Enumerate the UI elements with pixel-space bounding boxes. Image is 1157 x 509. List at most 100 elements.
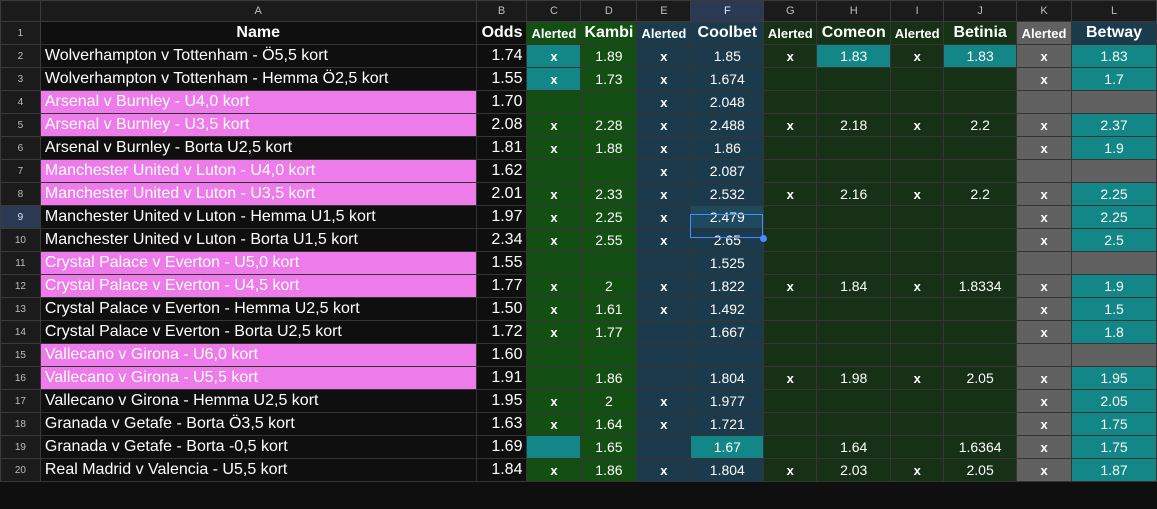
alerted-cell-c[interactable]: x — [526, 67, 582, 91]
odds-cell[interactable]: 1.55 — [475, 67, 528, 91]
name-cell[interactable]: Crystal Palace v Everton - U4,5 kort — [39, 274, 477, 298]
alerted-cell-g[interactable]: x — [763, 182, 818, 206]
alerted-cell-e[interactable]: x — [636, 44, 692, 68]
column-header-j[interactable]: J — [943, 0, 1018, 22]
bookmaker-odds-cell-f[interactable]: 1.977 — [690, 389, 765, 413]
name-cell[interactable]: Arsenal v Burnley - U3,5 kort — [39, 113, 477, 137]
alerted-cell-e[interactable]: x — [636, 274, 692, 298]
bookmaker-odds-cell-d[interactable]: 1.88 — [580, 136, 638, 160]
bookmaker-odds-cell-f[interactable]: 2.087 — [690, 159, 765, 183]
row-number[interactable]: 4 — [0, 90, 41, 114]
row-number[interactable]: 13 — [0, 297, 41, 321]
alerted-cell-e[interactable]: x — [636, 297, 692, 321]
bookmaker-odds-cell-l[interactable] — [1071, 159, 1157, 183]
odds-cell[interactable]: 1.60 — [475, 343, 528, 367]
alerted-cell-e[interactable]: x — [636, 136, 692, 160]
bookmaker-odds-cell-h[interactable] — [816, 251, 892, 275]
alerted-cell-g[interactable] — [763, 67, 818, 91]
alerted-cell-k[interactable]: x — [1016, 412, 1073, 436]
alerted-cell-k[interactable] — [1016, 90, 1073, 114]
column-header-g[interactable]: G — [763, 0, 818, 22]
bookmaker-odds-cell-h[interactable] — [816, 297, 892, 321]
bookmaker-odds-cell-j[interactable] — [943, 228, 1018, 252]
alerted-cell-i[interactable] — [890, 67, 945, 91]
name-cell[interactable]: Manchester United v Luton - Borta U1,5 k… — [39, 228, 477, 252]
name-cell[interactable]: Wolverhampton v Tottenham - Ö5,5 kort — [39, 44, 477, 68]
bookmaker-odds-cell-f[interactable]: 1.492 — [690, 297, 765, 321]
alerted-cell-c[interactable]: x — [526, 113, 582, 137]
alerted-cell-g[interactable] — [763, 205, 818, 229]
bookmaker-odds-cell-h[interactable]: 2.03 — [816, 458, 892, 482]
alerted-cell-e[interactable]: x — [636, 113, 692, 137]
bookmaker-odds-cell-d[interactable]: 1.73 — [580, 67, 638, 91]
bookmaker-odds-cell-l[interactable] — [1071, 251, 1157, 275]
bookmaker-odds-cell-f[interactable]: 2.048 — [690, 90, 765, 114]
bookmaker-odds-cell-j[interactable]: 1.8334 — [943, 274, 1018, 298]
alerted-cell-k[interactable]: x — [1016, 136, 1073, 160]
alerted-cell-c[interactable]: x — [526, 297, 582, 321]
column-header-d[interactable]: D — [580, 0, 638, 22]
bookmaker-odds-cell-d[interactable]: 2 — [580, 274, 638, 298]
column-header-f[interactable]: F — [690, 0, 765, 22]
select-all-corner[interactable] — [0, 0, 41, 22]
alerted-cell-k[interactable]: x — [1016, 297, 1073, 321]
bookmaker-odds-cell-f[interactable]: 1.804 — [690, 366, 765, 390]
column-header-l[interactable]: L — [1071, 0, 1157, 22]
bookmaker-odds-cell-j[interactable] — [943, 343, 1018, 367]
row-number[interactable]: 8 — [0, 182, 41, 206]
alerted-cell-i[interactable] — [890, 320, 945, 344]
alerted-cell-e[interactable] — [636, 320, 692, 344]
bookmaker-odds-cell-l[interactable]: 2.25 — [1071, 205, 1157, 229]
bookmaker-odds-cell-l[interactable]: 1.5 — [1071, 297, 1157, 321]
bookmaker-odds-cell-d[interactable] — [580, 90, 638, 114]
alerted-cell-i[interactable] — [890, 205, 945, 229]
alerted-cell-c[interactable] — [526, 435, 582, 459]
bookmaker-odds-cell-d[interactable]: 2.28 — [580, 113, 638, 137]
name-cell[interactable]: Vallecano v Girona - Hemma U2,5 kort — [39, 389, 477, 413]
bookmaker-odds-cell-f[interactable]: 2.488 — [690, 113, 765, 137]
alerted-cell-g[interactable] — [763, 435, 818, 459]
alerted-cell-e[interactable] — [636, 366, 692, 390]
bookmaker-odds-cell-j[interactable] — [943, 251, 1018, 275]
alerted-cell-i[interactable] — [890, 136, 945, 160]
row-number[interactable]: 16 — [0, 366, 41, 390]
name-cell[interactable]: Crystal Palace v Everton - Hemma U2,5 ko… — [39, 297, 477, 321]
odds-cell[interactable]: 1.95 — [475, 389, 528, 413]
bookmaker-odds-cell-f[interactable]: 1.67 — [690, 435, 765, 459]
bookmaker-odds-cell-j[interactable] — [943, 297, 1018, 321]
name-cell[interactable]: Granada v Getafe - Borta -0,5 kort — [39, 435, 477, 459]
header-cell-kambi[interactable]: Kambi — [580, 21, 638, 45]
row-number[interactable]: 15 — [0, 343, 41, 367]
name-cell[interactable]: Wolverhampton v Tottenham - Hemma Ö2,5 k… — [39, 67, 477, 91]
alerted-cell-i[interactable] — [890, 159, 945, 183]
name-cell[interactable]: Crystal Palace v Everton - U5,0 kort — [39, 251, 477, 275]
header-cell-alerted[interactable]: Alerted — [526, 21, 582, 45]
bookmaker-odds-cell-h[interactable] — [816, 228, 892, 252]
odds-cell[interactable]: 1.63 — [475, 412, 528, 436]
bookmaker-odds-cell-l[interactable]: 2.5 — [1071, 228, 1157, 252]
bookmaker-odds-cell-j[interactable] — [943, 90, 1018, 114]
alerted-cell-k[interactable]: x — [1016, 435, 1073, 459]
alerted-cell-i[interactable] — [890, 297, 945, 321]
bookmaker-odds-cell-f[interactable]: 1.721 — [690, 412, 765, 436]
bookmaker-odds-cell-j[interactable] — [943, 412, 1018, 436]
bookmaker-odds-cell-f[interactable] — [690, 343, 765, 367]
odds-cell[interactable]: 1.62 — [475, 159, 528, 183]
bookmaker-odds-cell-h[interactable] — [816, 320, 892, 344]
odds-cell[interactable]: 2.08 — [475, 113, 528, 137]
alerted-cell-c[interactable]: x — [526, 320, 582, 344]
odds-cell[interactable]: 1.74 — [475, 44, 528, 68]
bookmaker-odds-cell-f[interactable]: 1.674 — [690, 67, 765, 91]
bookmaker-odds-cell-h[interactable]: 2.16 — [816, 182, 892, 206]
column-header-a[interactable]: A — [39, 0, 477, 22]
bookmaker-odds-cell-j[interactable] — [943, 67, 1018, 91]
bookmaker-odds-cell-j[interactable]: 2.05 — [943, 458, 1018, 482]
alerted-cell-c[interactable] — [526, 90, 582, 114]
bookmaker-odds-cell-l[interactable]: 1.87 — [1071, 458, 1157, 482]
row-number[interactable]: 7 — [0, 159, 41, 183]
bookmaker-odds-cell-j[interactable] — [943, 136, 1018, 160]
bookmaker-odds-cell-j[interactable] — [943, 205, 1018, 229]
bookmaker-odds-cell-d[interactable]: 2.25 — [580, 205, 638, 229]
alerted-cell-c[interactable]: x — [526, 205, 582, 229]
